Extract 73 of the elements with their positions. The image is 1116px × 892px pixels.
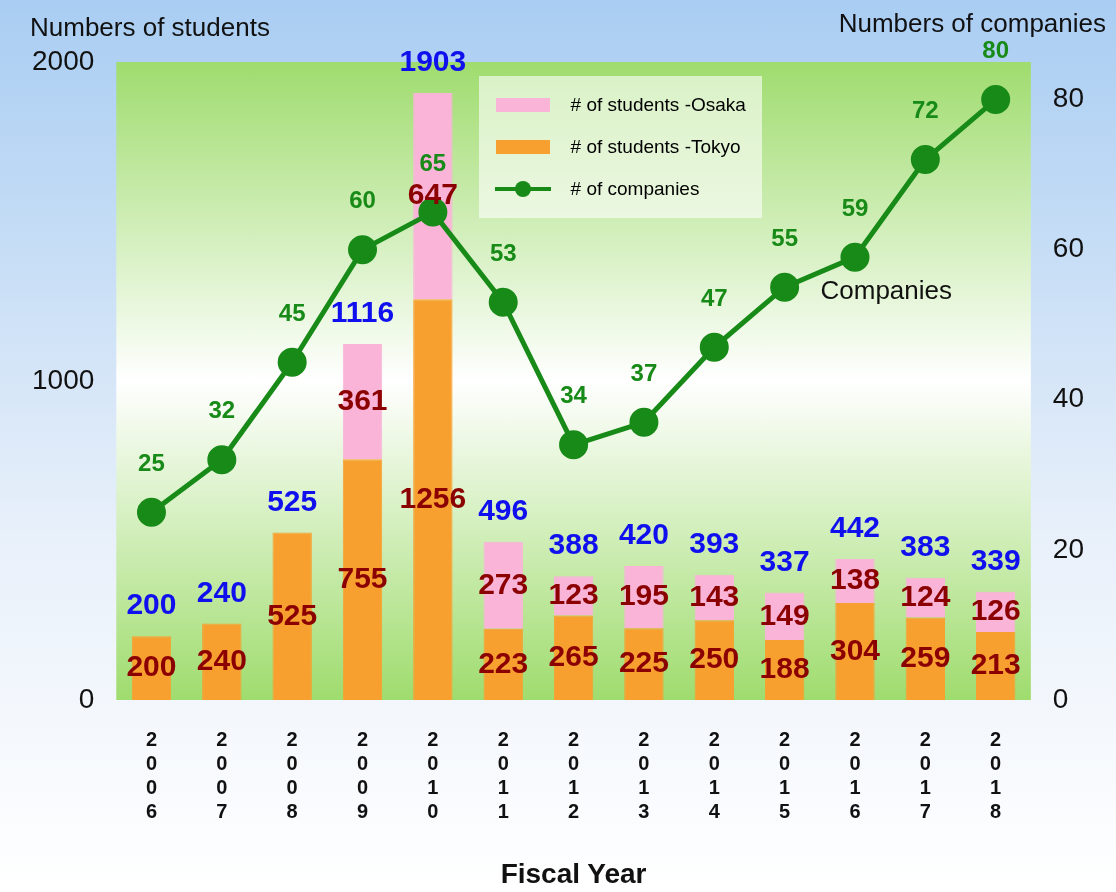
total-label: 240	[196, 574, 247, 608]
x-tick-label: 2007	[216, 727, 228, 822]
data-label: 200	[126, 649, 177, 683]
data-label: 304	[829, 632, 881, 666]
y-tick-label: 0	[78, 682, 95, 714]
y2-tick-label: 60	[1052, 232, 1085, 264]
total-label: 383	[900, 529, 951, 563]
x-tick-label: 2014	[708, 727, 721, 822]
data-label: 37	[630, 358, 658, 386]
data-label: 273	[478, 566, 529, 600]
x-tick-label: 2006	[145, 727, 158, 822]
y-axis-title: Numbers of students	[30, 12, 270, 43]
data-label: 188	[759, 651, 810, 685]
data-label: 60	[349, 186, 376, 214]
x-tick-label: 2017	[919, 727, 931, 822]
total-label: 200	[126, 587, 177, 621]
y-tick-label: 1000	[31, 363, 95, 395]
data-label: 138	[829, 562, 881, 596]
data-label: 65	[419, 148, 447, 176]
x-tick-label: 2013	[638, 727, 650, 822]
data-label: 225	[618, 645, 669, 679]
annotation: Companies	[820, 274, 953, 305]
x-tick-label: 2016	[849, 727, 861, 822]
total-label: 388	[548, 527, 599, 561]
x-tick-label: 2018	[990, 727, 1002, 822]
data-label: 647	[407, 177, 458, 211]
x-tick-label: 2012	[568, 727, 580, 822]
data-label: 240	[196, 642, 247, 676]
data-label: 250	[689, 641, 740, 675]
legend-label: # of students -Osaka	[570, 94, 746, 116]
data-label: 80	[982, 36, 1010, 64]
total-label: 496	[478, 493, 529, 527]
x-tick-label: 2015	[779, 727, 791, 822]
data-label: 45	[278, 298, 306, 326]
data-label: 34	[560, 381, 588, 409]
data-label: 149	[759, 597, 810, 631]
y2-tick-label: 80	[1052, 82, 1085, 114]
data-label: 72	[911, 96, 939, 124]
data-label: 59	[841, 193, 869, 221]
data-label: 265	[548, 639, 599, 672]
data-label: 195	[618, 578, 669, 612]
data-label: 143	[689, 578, 740, 612]
y2-axis-title: Numbers of companies	[838, 8, 1106, 39]
data-label: 213	[970, 647, 1021, 681]
data-label: 126	[970, 593, 1021, 627]
data-label: 53	[489, 238, 517, 266]
data-label: 124	[900, 578, 951, 612]
total-label: 420	[618, 517, 669, 551]
total-label: 393	[689, 525, 740, 559]
data-label: 25	[138, 448, 165, 476]
x-tick-label: 2010	[427, 727, 439, 822]
y-tick-label: 2000	[31, 44, 95, 76]
legend-label: # of students -Tokyo	[570, 136, 741, 158]
total-label: 337	[759, 543, 810, 577]
x-axis-title: Fiscal Year	[499, 858, 648, 890]
data-label: 32	[208, 396, 236, 424]
data-label: 47	[700, 283, 728, 311]
y2-tick-label: 20	[1052, 532, 1085, 564]
total-label: 1116	[330, 295, 395, 329]
total-label: 442	[829, 510, 881, 544]
y2-tick-label: 40	[1052, 382, 1085, 414]
data-label: 223	[478, 645, 529, 679]
x-tick-label: 2008	[286, 727, 298, 822]
data-label: 123	[548, 577, 599, 611]
x-tick-label: 2009	[356, 727, 369, 822]
y2-tick-label: 0	[1052, 682, 1069, 714]
x-tick-label: 2011	[497, 727, 509, 822]
data-label: 361	[337, 382, 388, 416]
total-label: 339	[970, 543, 1021, 577]
data-label: 259	[900, 639, 951, 673]
legend-label: # of companies	[570, 178, 700, 200]
data-label: 55	[771, 223, 798, 251]
total-label: 525	[267, 483, 318, 517]
